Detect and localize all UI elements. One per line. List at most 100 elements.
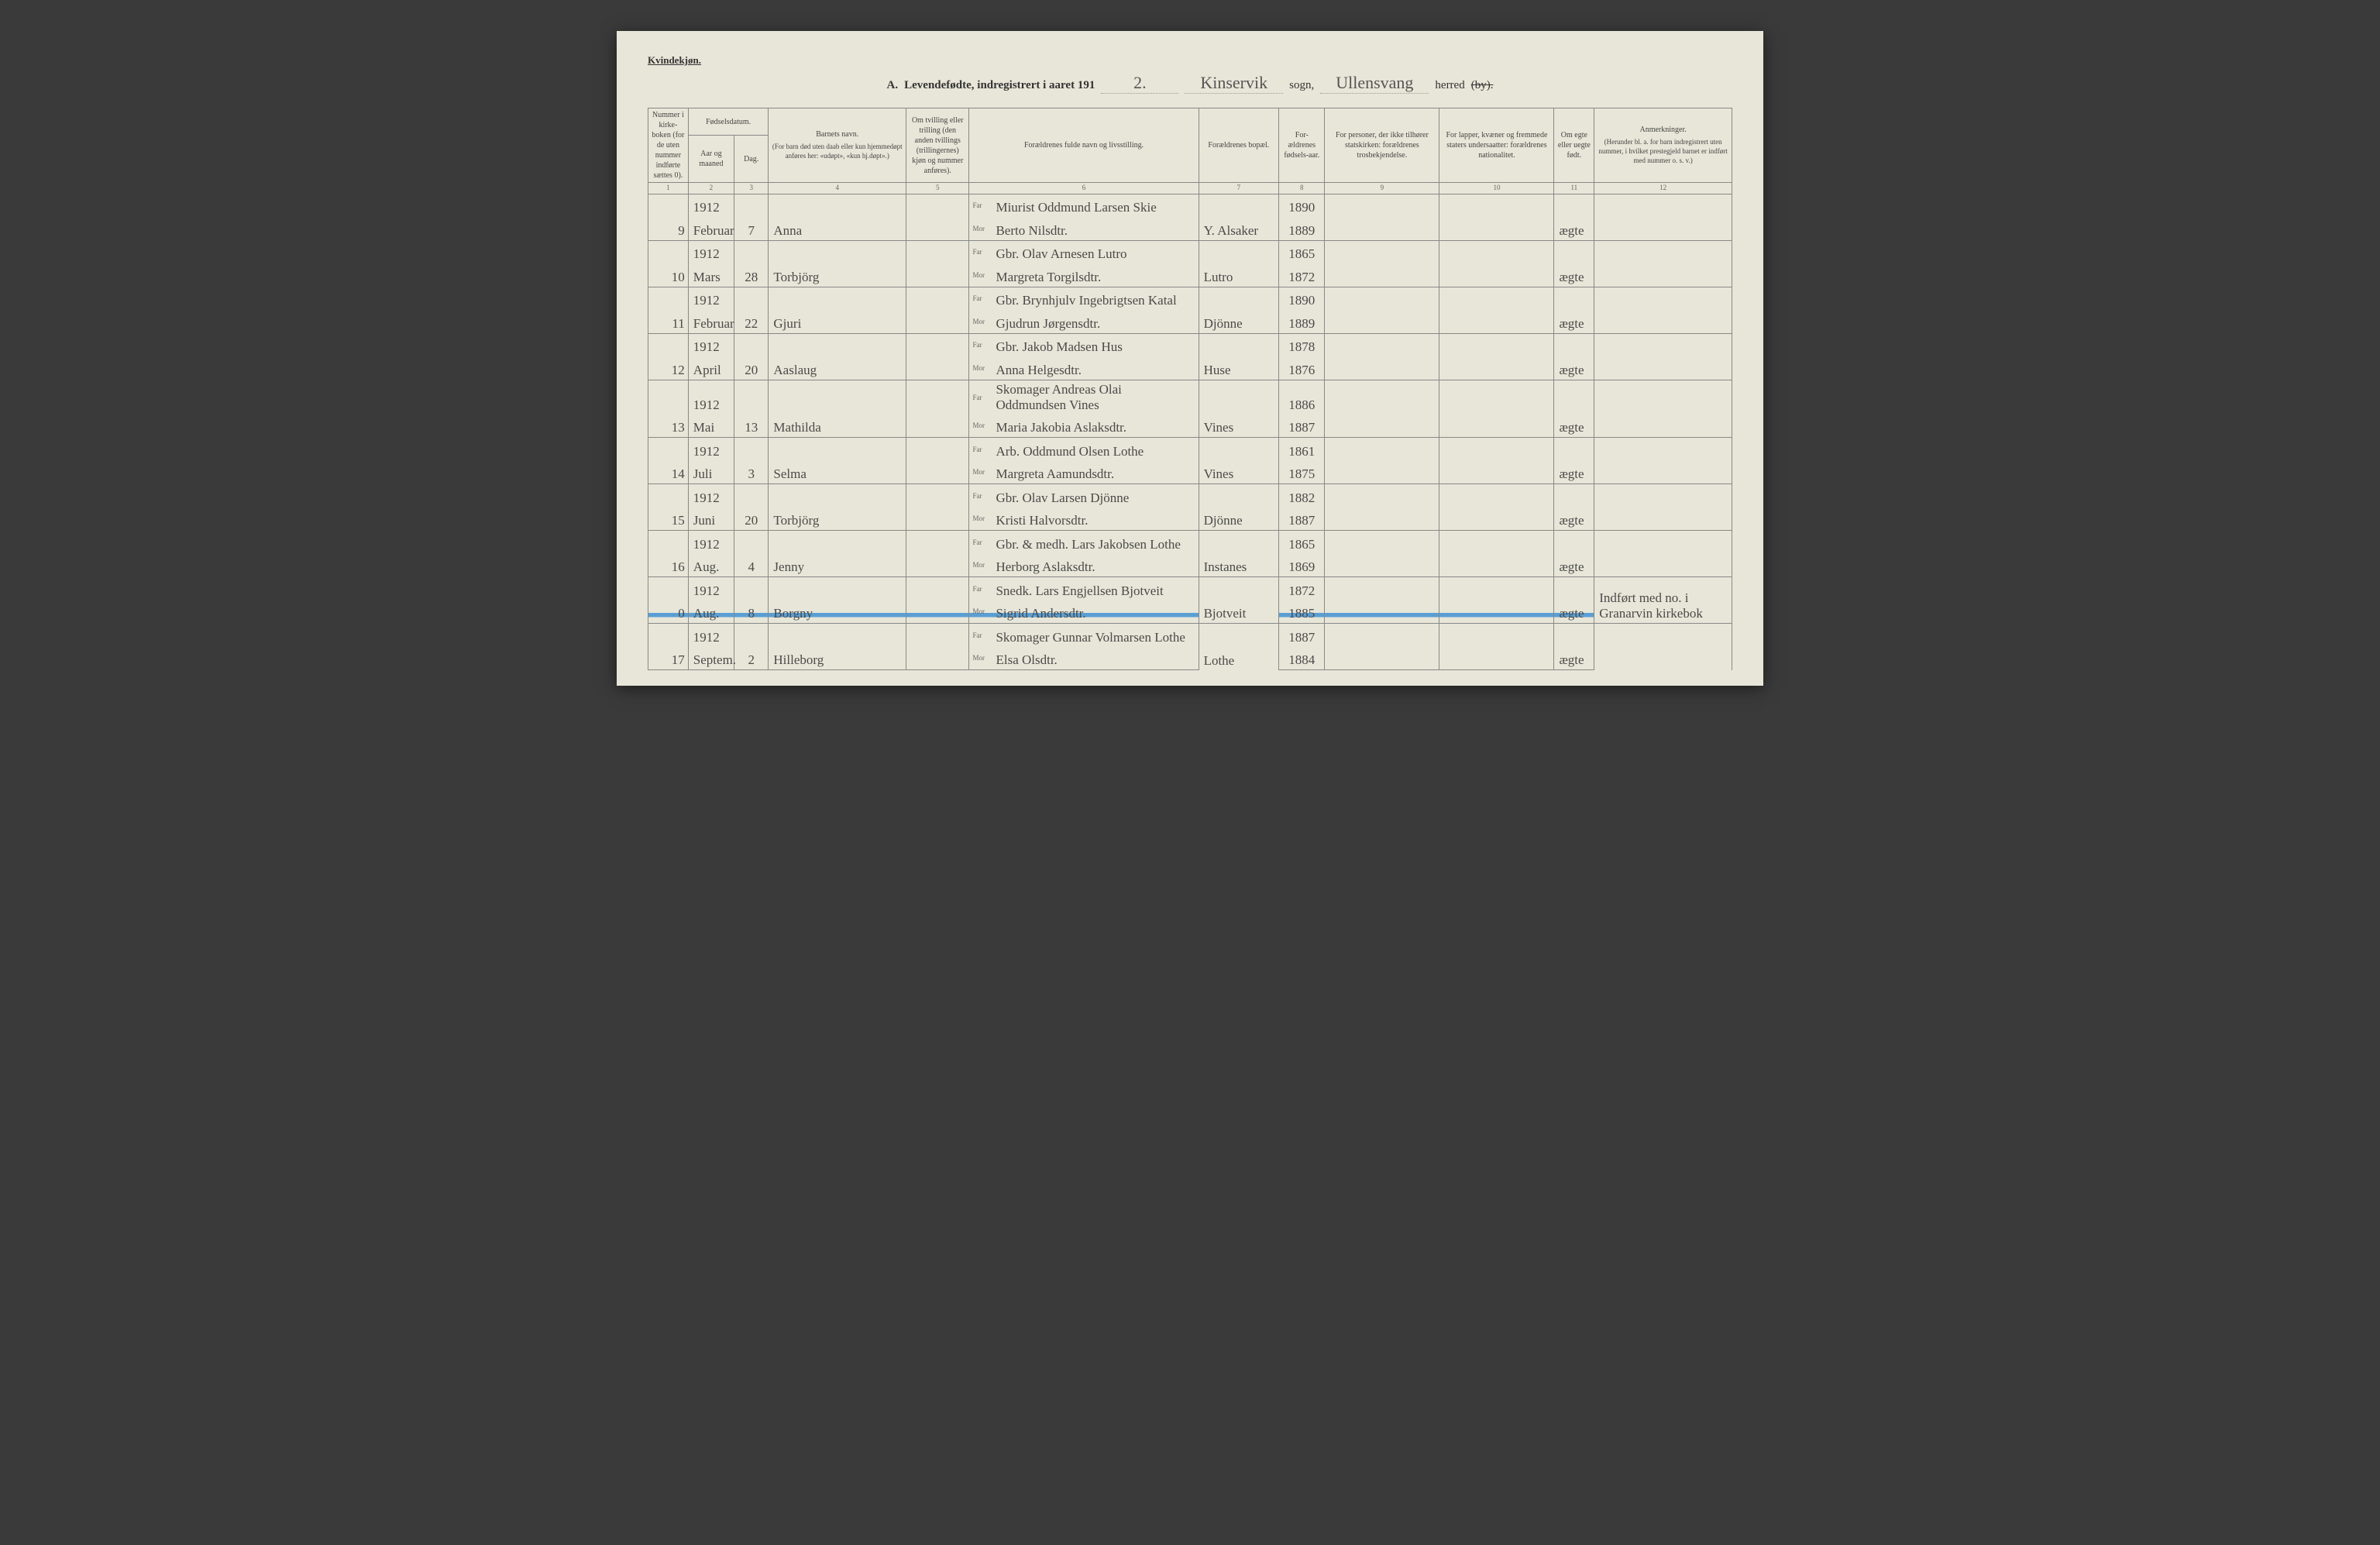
table-row: 0Aug.8BorgnyMorSigrid Andersdtr.1885ægte — [648, 600, 1732, 624]
cell-religion — [1325, 217, 1439, 240]
cell-day: 3 — [734, 461, 769, 484]
cell-note — [1594, 624, 1732, 670]
cell-note — [1594, 240, 1732, 287]
cell-place: Bjotveit — [1199, 577, 1279, 624]
cell-legit: ægte — [1554, 217, 1594, 240]
cell-day: 7 — [734, 217, 769, 240]
cell-legit — [1554, 624, 1594, 647]
mor-label: Mor — [972, 514, 985, 522]
cell-month: Aug. — [688, 554, 734, 577]
cell-father: FarSkomager Gunnar Volmarsen Lothe — [969, 624, 1199, 647]
cell-month: April — [688, 356, 734, 380]
col-header-4: Barnets navn. (For barn død uten daab el… — [769, 108, 906, 183]
cell-religion — [1325, 624, 1439, 647]
cell-num: 15 — [648, 508, 689, 531]
mor-label: Mor — [972, 561, 985, 569]
cell-religion — [1325, 333, 1439, 356]
cell-day: 20 — [734, 356, 769, 380]
mor-label: Mor — [972, 607, 985, 615]
cell-twin — [906, 554, 969, 577]
cell-note — [1594, 380, 1732, 438]
cell-place: Vines — [1199, 380, 1279, 438]
cell-twin — [906, 194, 969, 217]
cell-nationality — [1439, 484, 1554, 508]
cell-mother: MorElsa Olsdtr. — [969, 647, 1199, 670]
cell-twin — [906, 356, 969, 380]
cell-name: Borgny — [769, 600, 906, 624]
cell-religion — [1325, 461, 1439, 484]
cell-nationality — [1439, 263, 1554, 287]
cell-nationality — [1439, 531, 1554, 554]
colnum: 5 — [906, 183, 969, 194]
cell-day — [734, 287, 769, 310]
cell-name — [769, 380, 906, 415]
cell-father-year: 1872 — [1279, 577, 1325, 600]
cell-num — [648, 194, 689, 217]
cell-mother: MorAnna Helgesdtr. — [969, 356, 1199, 380]
cell-father: FarGbr. Olav Larsen Djönne — [969, 484, 1199, 508]
cell-father: FarMiurist Oddmund Larsen Skie — [969, 194, 1199, 217]
cell-nationality — [1439, 577, 1554, 600]
cell-mother: MorMaria Jakobia Aslaksdtr. — [969, 415, 1199, 438]
cell-legit — [1554, 240, 1594, 263]
col-header-8: For-ældrenes fødsels-aar. — [1279, 108, 1325, 183]
col-header-4-top: Barnets navn. — [772, 129, 903, 139]
col-header-7: Forældrenes bopæl. — [1199, 108, 1279, 183]
mor-label: Mor — [972, 318, 985, 325]
cell-legit — [1554, 531, 1594, 554]
cell-twin — [906, 438, 969, 461]
cell-religion — [1325, 531, 1439, 554]
cell-mother-year: 1889 — [1279, 217, 1325, 240]
far-label: Far — [972, 201, 982, 209]
cell-mother: MorMargreta Torgilsdtr. — [969, 263, 1199, 287]
far-label: Far — [972, 248, 982, 256]
col-header-2b: Dag. — [734, 136, 769, 183]
district-label: herred — [1435, 79, 1464, 92]
cell-religion — [1325, 577, 1439, 600]
cell-num: 11 — [648, 310, 689, 333]
cell-num: 12 — [648, 356, 689, 380]
cell-mother-year: 1889 — [1279, 310, 1325, 333]
cell-father: FarGbr. & medh. Lars Jakobsen Lothe — [969, 531, 1199, 554]
col-header-2a: Aar og maaned — [688, 136, 734, 183]
cell-place: Lutro — [1199, 240, 1279, 287]
cell-name — [769, 624, 906, 647]
cell-day: 22 — [734, 310, 769, 333]
cell-twin — [906, 600, 969, 624]
col-header-10: For lapper, kvæner og fremmede staters u… — [1439, 108, 1554, 183]
register-table: Nummer i kirke-boken (for de uten nummer… — [648, 108, 1732, 670]
cell-nationality — [1439, 194, 1554, 217]
cell-religion — [1325, 600, 1439, 624]
cell-note: Indført med no. i Granarvin kirkebok — [1594, 577, 1732, 624]
cell-day — [734, 438, 769, 461]
cell-father: FarArb. Oddmund Olsen Lothe — [969, 438, 1199, 461]
table-row: 17Septem.2HilleborgMorElsa Olsdtr.1884æg… — [648, 647, 1732, 670]
cell-month: Mars — [688, 263, 734, 287]
title-prefix: A. — [887, 79, 899, 92]
cell-year: 1912 — [688, 287, 734, 310]
cell-twin — [906, 263, 969, 287]
title-line: A. Levendefødte, indregistrert i aaret 1… — [648, 73, 1732, 94]
cell-mother-year: 1887 — [1279, 508, 1325, 531]
cell-name — [769, 531, 906, 554]
cell-legit: ægte — [1554, 263, 1594, 287]
cell-name — [769, 287, 906, 310]
cell-father-year: 1865 — [1279, 531, 1325, 554]
table-row: 12April20AaslaugMorAnna Helgesdtr.1876æg… — [648, 356, 1732, 380]
cell-nationality — [1439, 554, 1554, 577]
cell-mother: MorHerborg Aslaksdtr. — [969, 554, 1199, 577]
cell-num — [648, 287, 689, 310]
cell-legit: ægte — [1554, 554, 1594, 577]
cell-father-year: 1890 — [1279, 287, 1325, 310]
colnum: 11 — [1554, 183, 1594, 194]
cell-num — [648, 484, 689, 508]
mor-label: Mor — [972, 468, 985, 476]
cell-num: 14 — [648, 461, 689, 484]
cell-month: Juli — [688, 461, 734, 484]
cell-name: Selma — [769, 461, 906, 484]
cell-num: 13 — [648, 415, 689, 438]
cell-twin — [906, 217, 969, 240]
cell-father-year: 1882 — [1279, 484, 1325, 508]
cell-name: Gjuri — [769, 310, 906, 333]
register-page: Kvindekjøn. A. Levendefødte, indregistre… — [617, 31, 1763, 686]
